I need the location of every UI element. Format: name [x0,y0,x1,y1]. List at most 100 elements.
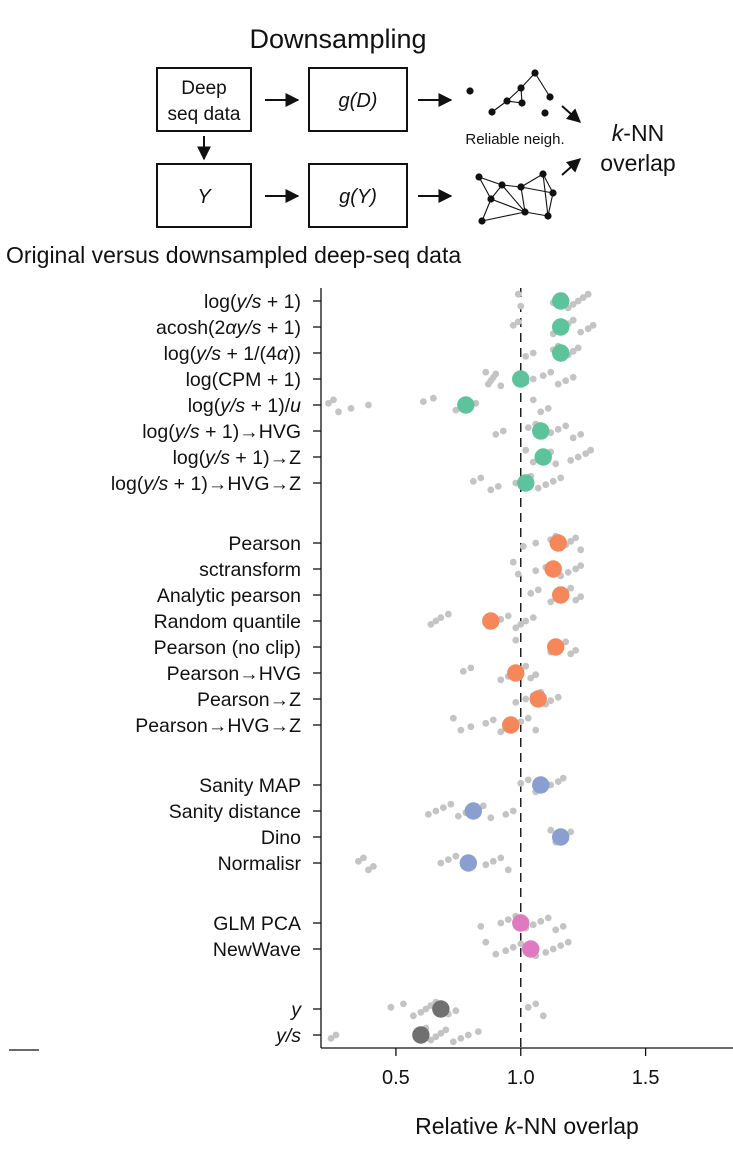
replicate-point [499,427,507,435]
replicate-point [444,610,452,618]
replicate-point [549,477,557,485]
deep-seq-box [156,67,252,132]
mean-point [532,776,550,794]
method-label-part: + 1) [261,317,301,339]
method-label-part: Sanity distance [169,801,301,823]
replicate-point [574,297,582,305]
replicate-point [544,405,552,412]
mean-point [522,940,540,958]
replicate-point [400,1000,407,1008]
replicate-point [522,353,530,360]
method-label: Pearson→Z [197,689,301,711]
replicate-point [572,596,580,604]
mean-point [457,396,475,414]
method-label-part: + 1)→Z [230,447,301,469]
method-label-part: Pearson [228,533,301,555]
replicate-point [482,938,490,946]
replicate-point [512,699,520,706]
replicate-point [489,857,497,865]
gD-box [308,67,408,132]
replicate-point [477,923,485,930]
replicate-point [457,726,465,734]
replicate-point [347,405,355,412]
method-labels: log(y/s + 1)acosh(2αy/s + 1)log(y/s + 1/… [111,291,302,1047]
mean-point [464,802,483,820]
replicate-point [439,804,447,811]
knn-overlap-label-2: overlap [600,150,675,176]
method-label-part: + 1)/ [245,395,291,417]
replicate-point [492,370,500,378]
mean-point [507,664,525,682]
downsampling-diagram: Downsampling Deep seq data g(D) Y g(Y) R… [156,24,676,228]
method-label-part: y/s [203,447,230,469]
replicate-point [534,484,542,492]
method-label-part: Sanity MAP [199,775,301,797]
replicate-point [522,695,530,703]
replicate-point [370,863,377,870]
x-tick-label: 1.0 [507,1067,535,1089]
replicate-point [464,1031,472,1039]
mean-point [534,448,552,466]
replicate-point [517,302,525,310]
replicate-point [365,401,372,409]
replicate-point [574,453,582,461]
replicate-point [474,1028,482,1035]
downsampled-graph-icon [475,170,557,225]
replicate-point [452,406,460,414]
x-axis-label-prefix: Relative [415,1113,504,1139]
replicate-point [452,1007,460,1015]
replicate-point [477,474,485,482]
replicate-point [492,950,500,958]
method-label-part: log( [188,395,221,417]
replicate-point [542,481,550,489]
knn-overlap-label-1: k-NN [612,120,664,146]
Y-box [156,163,252,228]
replicate-point [587,446,595,454]
method-label-part: Pearson→HVG→Z [135,715,301,737]
replicate-point [577,328,585,336]
replicate-point [539,372,547,379]
replicate-point [532,1000,540,1008]
method-label-part: y/s [274,1025,301,1047]
method-label-part: y/s [194,343,221,365]
replicate-point [514,290,522,298]
method-label-part: Random quantile [154,611,301,633]
replicate-point [569,347,577,355]
method-label-part: log( [142,421,175,443]
replicate-point [497,676,505,684]
replicate-point [427,1036,435,1044]
replicate-point [547,368,555,376]
replicate-point [557,942,565,949]
method-label: log(y/s + 1)/u [188,395,301,417]
replicate-point [365,866,372,874]
replicate-point [567,457,575,464]
method-label-part: y/s [173,421,200,443]
mean-point [432,1000,450,1018]
replicate-point [569,373,577,381]
diagram-title: Downsampling [249,24,426,54]
mean-point [552,586,570,604]
method-label: y [289,999,302,1021]
method-label: NewWave [213,939,301,961]
replicate-point [360,854,367,862]
replicate-point [437,1029,445,1037]
replicate-point [330,396,337,404]
replicate-point [512,636,520,644]
knn-k: k [612,120,625,146]
method-label: Pearson→HVG→Z [135,715,301,737]
replicate-point [547,598,555,606]
replicate-point [554,778,562,785]
mean-point [459,854,478,872]
method-label-part: Pearson→Z [197,689,301,711]
replicate-point [572,534,580,542]
method-label: sctransform [199,559,301,581]
method-label-part: y/s [141,473,168,495]
replicate-point [537,408,545,416]
replicate-point [447,800,455,808]
replicate-point [409,1012,417,1020]
replicate-point [559,923,567,930]
method-label-part: Analytic pearson [157,585,301,607]
replicate-point [482,368,490,376]
replicate-point [497,728,505,736]
method-label-part: log( [173,447,206,469]
